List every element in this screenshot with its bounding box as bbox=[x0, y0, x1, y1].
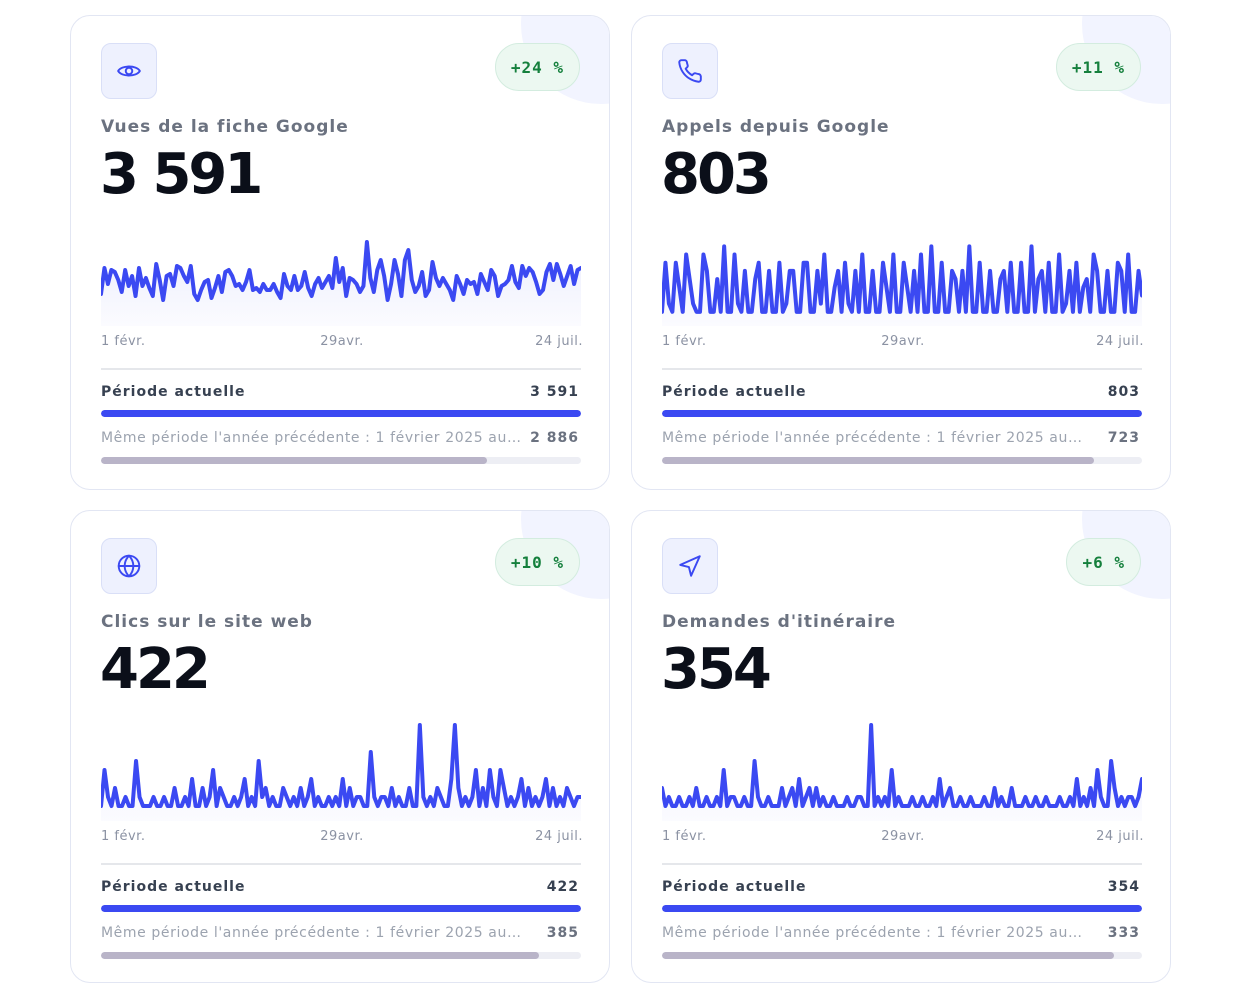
x-axis-ticks: 1 févr. 29avr. 24 juil. bbox=[101, 829, 583, 845]
card-profile-views: +24 % Vues de la fiche Google 3 591 1 fé… bbox=[70, 15, 610, 490]
previous-period-bar bbox=[662, 457, 1142, 464]
current-period-value: 422 bbox=[546, 879, 579, 895]
globe-icon bbox=[101, 538, 157, 594]
card-value: 354 bbox=[661, 637, 772, 702]
card-title: Vues de la fiche Google bbox=[101, 117, 349, 137]
x-axis-ticks: 1 févr. 29avr. 24 juil. bbox=[101, 334, 583, 350]
x-tick-label: 29avr. bbox=[320, 829, 364, 844]
series-line bbox=[101, 725, 581, 806]
previous-period-label: Même période l'année précédente : 1 févr… bbox=[662, 925, 1085, 941]
previous-period-bar-fill bbox=[662, 457, 1095, 464]
current-period-bar bbox=[662, 410, 1142, 417]
growth-badge: +11 % bbox=[1055, 43, 1141, 91]
current-period-value: 803 bbox=[1107, 384, 1140, 400]
navigation-arrow-icon bbox=[662, 538, 718, 594]
growth-badge: +10 % bbox=[494, 538, 580, 586]
card-title: Demandes d'itinéraire bbox=[662, 612, 897, 632]
x-tick-label: 29avr. bbox=[881, 829, 925, 844]
divider bbox=[101, 863, 581, 865]
previous-period-value: 385 bbox=[546, 925, 579, 941]
card-calls: +11 % Appels depuis Google 803 1 févr. 2… bbox=[631, 15, 1171, 490]
x-axis-ticks: 1 févr. 29avr. 24 juil. bbox=[662, 334, 1144, 350]
line-chart bbox=[101, 216, 581, 326]
x-tick-label: 29avr. bbox=[320, 334, 364, 349]
card-value: 3 591 bbox=[100, 142, 263, 207]
current-period-bar-fill bbox=[101, 410, 581, 417]
card-title: Clics sur le site web bbox=[101, 612, 313, 632]
current-period-bar bbox=[662, 905, 1142, 912]
previous-period-label: Même période l'année précédente : 1 févr… bbox=[101, 925, 524, 941]
previous-period-bar-fill bbox=[662, 952, 1114, 959]
series-area bbox=[101, 725, 581, 821]
previous-period-bar-fill bbox=[101, 457, 487, 464]
previous-period-bar bbox=[101, 952, 581, 959]
x-axis-ticks: 1 févr. 29avr. 24 juil. bbox=[662, 829, 1144, 845]
series-line bbox=[662, 246, 1142, 311]
series-line bbox=[662, 725, 1142, 806]
card-website-clicks: +10 % Clics sur le site web 422 1 févr. … bbox=[70, 510, 610, 983]
previous-period-value: 333 bbox=[1107, 925, 1140, 941]
divider bbox=[662, 863, 1142, 865]
previous-period-bar-fill bbox=[101, 952, 539, 959]
growth-badge: +6 % bbox=[1066, 538, 1141, 586]
series-line bbox=[101, 242, 581, 300]
previous-period-bar bbox=[101, 457, 581, 464]
x-tick-label: 24 juil. bbox=[535, 829, 583, 844]
current-period-bar-fill bbox=[662, 410, 1142, 417]
x-tick-label: 1 févr. bbox=[101, 334, 146, 349]
series-area bbox=[101, 242, 581, 326]
card-value: 422 bbox=[100, 637, 211, 702]
x-tick-label: 1 févr. bbox=[662, 829, 707, 844]
x-tick-label: 1 févr. bbox=[662, 334, 707, 349]
current-period-bar bbox=[101, 905, 581, 912]
current-period-label: Période actuelle bbox=[101, 879, 246, 895]
x-tick-label: 24 juil. bbox=[535, 334, 583, 349]
x-tick-label: 24 juil. bbox=[1096, 334, 1144, 349]
line-chart bbox=[101, 711, 581, 821]
line-chart bbox=[662, 711, 1142, 821]
current-period-bar-fill bbox=[662, 905, 1142, 912]
phone-icon bbox=[662, 43, 718, 99]
growth-badge: +24 % bbox=[494, 43, 580, 91]
current-period-bar bbox=[101, 410, 581, 417]
current-period-value: 3 591 bbox=[530, 384, 579, 400]
card-direction-requests: +6 % Demandes d'itinéraire 354 1 févr. 2… bbox=[631, 510, 1171, 983]
eye-icon bbox=[101, 43, 157, 99]
line-chart bbox=[662, 216, 1142, 326]
card-title: Appels depuis Google bbox=[662, 117, 890, 137]
current-period-label: Période actuelle bbox=[101, 384, 246, 400]
divider bbox=[662, 368, 1142, 370]
card-value: 803 bbox=[661, 142, 772, 207]
previous-period-bar bbox=[662, 952, 1142, 959]
previous-period-label: Même période l'année précédente : 1 févr… bbox=[662, 430, 1085, 446]
x-tick-label: 1 févr. bbox=[101, 829, 146, 844]
previous-period-label: Même période l'année précédente : 1 févr… bbox=[101, 430, 524, 446]
divider bbox=[101, 368, 581, 370]
stats-grid: +24 % Vues de la fiche Google 3 591 1 fé… bbox=[70, 15, 1171, 983]
current-period-label: Période actuelle bbox=[662, 384, 807, 400]
previous-period-value: 2 886 bbox=[530, 430, 579, 446]
current-period-bar-fill bbox=[101, 905, 581, 912]
current-period-label: Période actuelle bbox=[662, 879, 807, 895]
x-tick-label: 24 juil. bbox=[1096, 829, 1144, 844]
current-period-value: 354 bbox=[1107, 879, 1140, 895]
previous-period-value: 723 bbox=[1107, 430, 1140, 446]
x-tick-label: 29avr. bbox=[881, 334, 925, 349]
